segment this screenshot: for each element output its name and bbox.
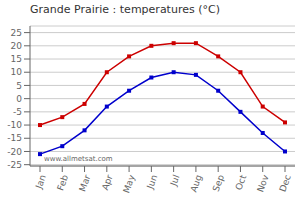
- svg-text:Nov: Nov: [255, 173, 271, 194]
- html-text:www.allmetsat.com: www.allmetsat.com: [44, 155, 113, 163]
- svg-text:10: 10: [11, 67, 23, 77]
- svg-text:Dec: Dec: [278, 173, 293, 193]
- svg-text:0: 0: [16, 94, 22, 104]
- svg-text:15: 15: [11, 54, 22, 64]
- svg-text:Jul: Jul: [168, 173, 181, 188]
- svg-text:May: May: [121, 173, 137, 195]
- svg-text:25: 25: [11, 28, 22, 38]
- svg-text:-10: -10: [8, 120, 22, 130]
- svg-text:Apr: Apr: [100, 173, 115, 191]
- html-text:Grande Prairie : temperatures: Grande Prairie : temperatures (°C): [30, 3, 220, 16]
- svg-text:Aug: Aug: [188, 173, 203, 193]
- svg-text:5: 5: [16, 81, 22, 91]
- svg-text:Jan: Jan: [33, 173, 47, 190]
- svg-text:-5: -5: [13, 107, 22, 117]
- svg-text:-25: -25: [8, 160, 22, 170]
- svg-text:-20: -20: [8, 147, 22, 157]
- svg-text:Mar: Mar: [77, 173, 92, 193]
- svg-text:Jun: Jun: [145, 173, 160, 191]
- svg-text:Sep: Sep: [211, 173, 226, 193]
- svg-text:-15: -15: [8, 133, 22, 143]
- svg-text:20: 20: [11, 41, 23, 51]
- svg-text:Oct: Oct: [234, 173, 249, 191]
- svg-text:Feb: Feb: [55, 173, 70, 192]
